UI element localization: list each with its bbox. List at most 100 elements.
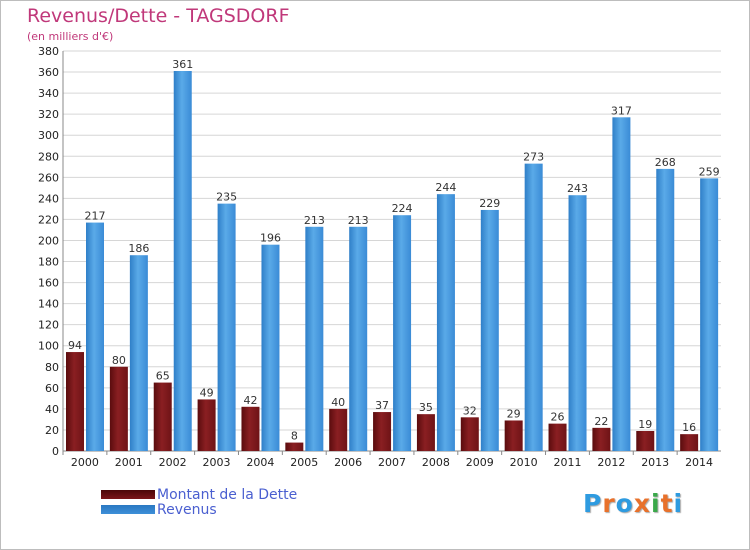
legend-item-revenus: Revenus	[101, 502, 297, 518]
bar-dette	[636, 431, 655, 451]
data-label-dette: 42	[243, 394, 257, 407]
x-tick-label: 2000	[71, 456, 99, 469]
data-label-revenus: 244	[435, 181, 456, 194]
bar-revenus	[86, 222, 104, 451]
data-label-revenus: 268	[655, 156, 676, 169]
legend-swatch-dette	[101, 490, 155, 499]
data-label-revenus: 259	[699, 165, 720, 178]
data-label-dette: 29	[507, 407, 521, 420]
bar-revenus	[349, 226, 368, 451]
bar-revenus	[524, 163, 543, 451]
legend: Montant de la Dette Revenus	[101, 486, 298, 518]
bar-revenus	[217, 203, 236, 451]
y-tick-label: 60	[45, 382, 59, 395]
logo-letter: t	[660, 489, 674, 518]
data-label-revenus: 243	[567, 182, 588, 195]
bar-dette	[460, 417, 479, 451]
logo-letter: P	[583, 489, 603, 518]
data-label-dette: 19	[638, 418, 652, 431]
x-tick-label: 2006	[334, 456, 362, 469]
bar-revenus	[129, 255, 148, 451]
x-tick-label: 2011	[553, 456, 581, 469]
x-tick-label: 2005	[290, 456, 318, 469]
x-tick-label: 2009	[466, 456, 494, 469]
x-tick-label: 2012	[597, 456, 625, 469]
y-tick-label: 0	[52, 445, 59, 458]
data-label-dette: 26	[551, 411, 565, 424]
data-label-dette: 40	[331, 396, 345, 409]
data-label-dette: 22	[594, 415, 608, 428]
bar-dette	[197, 399, 216, 451]
y-tick-label: 80	[45, 361, 59, 374]
bar-dette	[373, 412, 392, 451]
y-tick-label: 20	[45, 424, 59, 437]
bar-dette	[680, 434, 699, 451]
bar-dette	[329, 408, 348, 451]
data-label-dette: 80	[112, 354, 126, 367]
y-tick-label: 220	[38, 213, 59, 226]
logo-letter: o	[615, 489, 634, 518]
y-tick-label: 200	[38, 234, 59, 247]
data-label-dette: 35	[419, 401, 433, 414]
bar-revenus	[173, 71, 192, 451]
x-tick-label: 2003	[203, 456, 231, 469]
bar-dette	[109, 366, 128, 451]
logo-letter: i	[673, 489, 684, 518]
data-label-revenus: 229	[479, 197, 500, 210]
y-tick-label: 280	[38, 150, 59, 163]
logo-letter: r	[602, 489, 616, 518]
data-label-revenus: 213	[304, 214, 325, 227]
logo-letter: i	[651, 489, 661, 518]
bar-revenus	[700, 178, 719, 452]
bar-dette	[241, 406, 260, 451]
legend-swatch-revenus	[101, 505, 155, 514]
bar-revenus	[612, 117, 631, 451]
y-tick-label: 120	[38, 319, 59, 332]
bar-revenus	[568, 195, 587, 451]
bar-revenus	[305, 226, 324, 451]
y-tick-label: 180	[38, 256, 59, 269]
bar-dette	[416, 414, 435, 451]
y-tick-label: 240	[38, 192, 59, 205]
data-label-dette: 94	[68, 339, 82, 352]
x-tick-label: 2014	[685, 456, 713, 469]
bar-dette	[285, 442, 304, 451]
logo-letter: x	[633, 489, 651, 518]
chart-subtitle: (en milliers d'€)	[27, 30, 114, 43]
x-tick-label: 2001	[115, 456, 143, 469]
bar-revenus	[436, 194, 455, 451]
bar-revenus	[393, 215, 412, 451]
data-label-revenus: 224	[392, 202, 413, 215]
bar-revenus	[656, 168, 675, 452]
chart-title: Revenus/Dette - TAGSDORF	[27, 5, 290, 27]
data-label-dette: 32	[463, 404, 477, 417]
legend-item-dette: Montant de la Dette	[101, 486, 298, 503]
y-tick-label: 140	[38, 298, 59, 311]
data-label-revenus: 217	[85, 210, 106, 223]
proxiti-logo: Proxiti	[583, 489, 683, 518]
y-tick-label: 40	[45, 403, 59, 416]
y-tick-label: 300	[38, 129, 59, 142]
data-label-dette: 65	[156, 370, 170, 383]
bar-dette	[592, 427, 611, 451]
y-tick-label: 320	[38, 108, 59, 121]
y-tick-label: 100	[38, 340, 59, 353]
data-label-revenus: 361	[172, 58, 193, 71]
bar-dette	[548, 423, 567, 451]
data-label-dette: 8	[291, 430, 298, 443]
x-tick-label: 2007	[378, 456, 406, 469]
y-tick-label: 160	[38, 277, 59, 290]
data-label-revenus: 186	[128, 242, 149, 255]
y-tick-label: 360	[38, 66, 59, 79]
data-label-dette: 16	[682, 421, 696, 434]
bar-revenus	[261, 244, 280, 451]
data-label-dette: 49	[200, 386, 214, 399]
data-label-revenus: 317	[611, 104, 632, 117]
bar-dette	[66, 352, 84, 451]
x-tick-label: 2008	[422, 456, 450, 469]
bar-dette	[153, 382, 172, 451]
y-tick-label: 260	[38, 171, 59, 184]
legend-label-dette: Montant de la Dette	[157, 486, 298, 503]
data-label-revenus: 273	[523, 151, 544, 164]
